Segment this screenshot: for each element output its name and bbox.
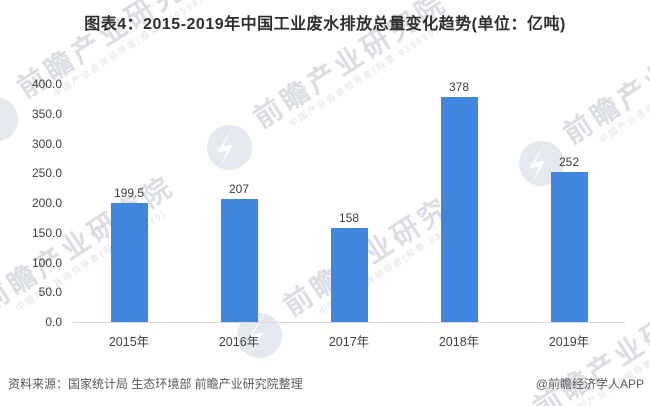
bar-value-label: 199.5 bbox=[113, 186, 145, 200]
y-axis-tick-label: 350.0 bbox=[31, 106, 62, 121]
app-credit: @前瞻经济学人APP bbox=[535, 377, 644, 391]
chart-title: 图表4：2015-2019年中国工业废水排放总量变化趋势(单位：亿吨) bbox=[84, 16, 566, 33]
x-axis-category-label: 2017年 bbox=[328, 335, 370, 349]
y-axis-tick-label: 150.0 bbox=[31, 225, 62, 240]
bar-value-label: 207 bbox=[228, 182, 250, 196]
chart-footer: 资料来源：国家统计局 生态环境部 前瞻产业研究院整理 @前瞻经济学人APP bbox=[8, 375, 644, 392]
y-axis-tick-label: 50.0 bbox=[38, 285, 62, 300]
source-note: 资料来源：国家统计局 生态环境部 前瞻产业研究院整理 bbox=[8, 377, 303, 391]
y-axis-tick-label: 200.0 bbox=[31, 196, 62, 210]
y-axis-tick-label: 100.0 bbox=[31, 255, 62, 270]
bar-2016年 bbox=[220, 199, 258, 322]
bar-value-label: 252 bbox=[558, 155, 580, 169]
x-axis-category-label: 2016年 bbox=[218, 335, 260, 349]
y-axis-tick-label: 250.0 bbox=[31, 166, 62, 181]
x-axis-line bbox=[73, 322, 625, 323]
y-axis-tick-label: 400.0 bbox=[31, 77, 62, 91]
bar-2017年 bbox=[330, 228, 368, 322]
y-axis-tick-label: 0.0 bbox=[45, 315, 62, 329]
bar-2015年 bbox=[110, 203, 148, 322]
bar-value-label: 378 bbox=[448, 80, 470, 94]
bar-2019年 bbox=[550, 172, 588, 322]
y-axis-tick-label: 300.0 bbox=[31, 136, 62, 151]
x-axis-category-label: 2018年 bbox=[438, 335, 480, 349]
bar-2018年 bbox=[440, 97, 478, 322]
x-axis-category-label: 2019年 bbox=[548, 335, 590, 349]
x-axis-category-label: 2015年 bbox=[108, 335, 150, 349]
bar-value-label: 158 bbox=[338, 211, 360, 225]
